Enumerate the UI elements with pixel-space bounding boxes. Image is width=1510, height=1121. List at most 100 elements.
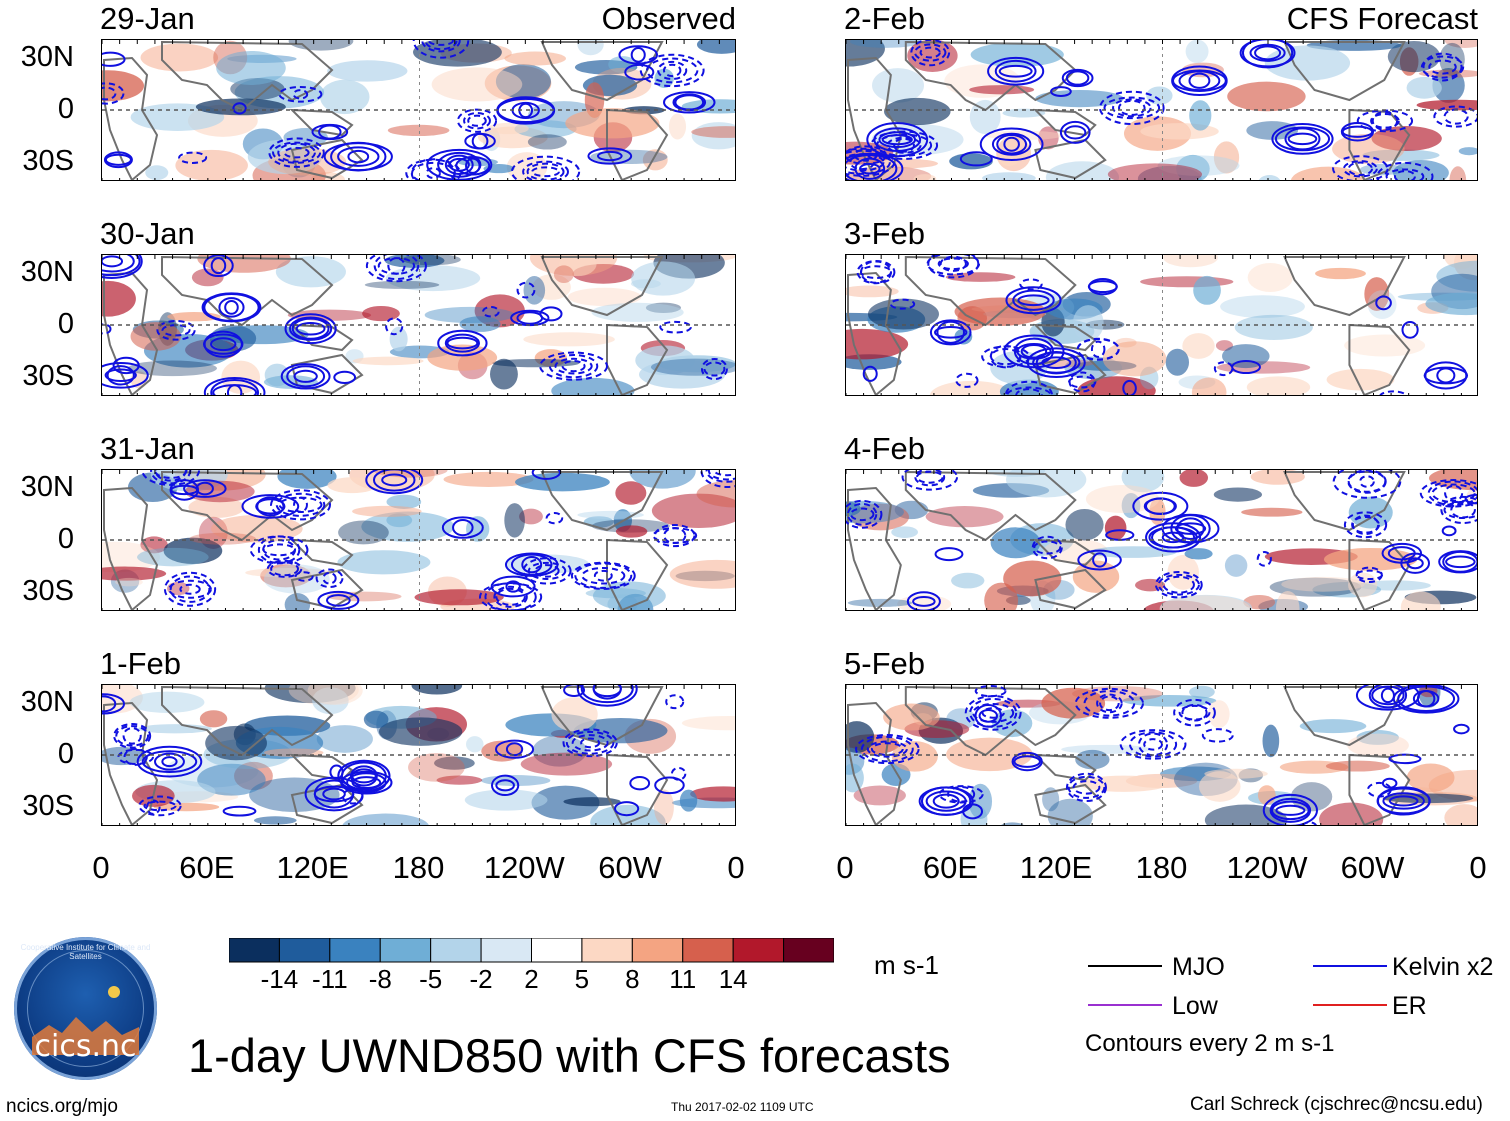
coastline <box>289 323 364 395</box>
kelvin-contour <box>1003 334 1065 369</box>
kelvin-contour <box>490 774 520 796</box>
anomaly-shading <box>1208 700 1230 729</box>
logo-text: cics.nc <box>34 1029 137 1064</box>
anomaly-shading <box>1458 147 1477 156</box>
kelvin-contour <box>1181 703 1208 722</box>
anomaly-shading <box>205 725 267 761</box>
kelvin-contour <box>1178 704 1211 721</box>
kelvin-contour <box>1371 110 1399 131</box>
anomaly-shading <box>127 360 217 377</box>
kelvin-contour <box>996 134 1028 155</box>
kelvin-contour <box>1249 43 1286 62</box>
kelvin-contour <box>1032 351 1081 374</box>
lon-tick-label: 180 <box>1135 850 1188 885</box>
kelvin-contour <box>846 154 898 180</box>
kelvin-contour <box>596 150 623 162</box>
anomaly-shading <box>1406 763 1455 793</box>
kelvin-contour <box>662 63 682 78</box>
anomaly-shading <box>316 725 373 753</box>
anomaly-shading <box>846 721 875 753</box>
kelvin-contour <box>342 788 364 805</box>
anomaly-shading <box>1189 685 1215 699</box>
lat-tick-label: 30N <box>20 686 74 718</box>
kelvin-contour <box>932 793 960 809</box>
anomaly-shading <box>385 265 481 292</box>
anomaly-shading <box>1290 166 1366 180</box>
anomaly-shading <box>102 541 160 573</box>
anomaly-shading <box>1006 470 1087 498</box>
lon-tick-label: 60W <box>598 850 663 885</box>
kelvin-contour <box>322 572 337 585</box>
kelvin-contour <box>1371 685 1405 706</box>
kelvin-contour <box>914 43 947 62</box>
kelvin-contour <box>377 257 416 275</box>
legend-er-label: ER <box>1392 992 1427 1020</box>
anomaly-shading <box>567 287 642 307</box>
kelvin-contour <box>937 257 969 271</box>
panel-date-label: 5-Feb <box>844 646 925 681</box>
anomaly-shading <box>653 789 674 825</box>
anomaly-shading <box>849 40 923 48</box>
anomaly-shading <box>696 40 735 54</box>
kelvin-contour <box>959 151 993 167</box>
kelvin-contour <box>581 566 626 585</box>
anomaly-shading <box>629 470 696 489</box>
kelvin-contour <box>1088 277 1118 296</box>
anomaly-shading <box>650 358 735 376</box>
anomaly-shading <box>951 572 985 589</box>
anomaly-shading <box>1085 485 1160 514</box>
kelvin-contour <box>565 730 615 755</box>
anomaly-shading <box>969 99 1001 135</box>
kelvin-contour <box>531 470 561 480</box>
anomaly-shading <box>645 302 681 313</box>
kelvin-contour <box>1332 155 1389 180</box>
kelvin-contour <box>1441 525 1457 537</box>
kelvin-contour <box>115 725 150 747</box>
kelvin-contour <box>494 739 535 759</box>
coastline <box>161 685 334 757</box>
anomaly-shading <box>1347 733 1409 757</box>
kelvin-contour <box>938 785 984 804</box>
kelvin-contour <box>1061 68 1094 88</box>
anomaly-shading <box>361 511 455 542</box>
coastline <box>161 40 334 112</box>
anomaly-shading <box>523 332 615 347</box>
anomaly-shading <box>253 816 297 825</box>
kelvin-contour <box>232 102 247 115</box>
kelvin-contour <box>846 499 883 529</box>
kelvin-contour <box>326 594 351 607</box>
kelvin-contour <box>592 685 622 700</box>
kelvin-contour <box>955 372 979 388</box>
kelvin-contour <box>136 745 203 778</box>
anomaly-shading <box>869 158 938 169</box>
coastline <box>1348 323 1411 395</box>
kelvin-contour <box>1161 531 1185 544</box>
colorbar-swatch <box>329 938 381 963</box>
kelvin-contour <box>548 354 599 379</box>
kelvin-contour <box>920 786 972 816</box>
footer-author[interactable]: Carl Schreck (cjschrec@ncsu.edu) <box>1190 1094 1483 1115</box>
lon-tick-label: 120E <box>276 850 349 885</box>
kelvin-contour <box>1074 687 1144 719</box>
coastline <box>904 685 1077 757</box>
anomaly-shading <box>1165 348 1190 376</box>
kelvin-contour <box>526 162 565 180</box>
lat-tick-label: 0 <box>57 308 74 340</box>
anomaly-shading <box>378 717 463 746</box>
anomaly-shading <box>175 149 248 180</box>
kelvin-contour <box>1271 800 1310 821</box>
legend-low-label: Low <box>1172 992 1218 1020</box>
kelvin-contour <box>1440 495 1477 524</box>
anomaly-shading <box>413 40 502 67</box>
kelvin-contour <box>1003 136 1020 152</box>
anomaly-shading <box>520 752 613 776</box>
kelvin-contour <box>1188 72 1211 89</box>
anomaly-shading <box>327 60 408 82</box>
footer-site[interactable]: ncics.org/mjo <box>6 1096 118 1117</box>
anomaly-shading <box>1444 804 1477 825</box>
anomaly-shading <box>1344 334 1426 357</box>
kelvin-contour <box>1355 685 1420 711</box>
footer-timestamp: Thu 2017-02-02 1109 UTC <box>671 1100 814 1114</box>
kelvin-contour <box>614 801 640 817</box>
kelvin-contour <box>169 575 211 603</box>
